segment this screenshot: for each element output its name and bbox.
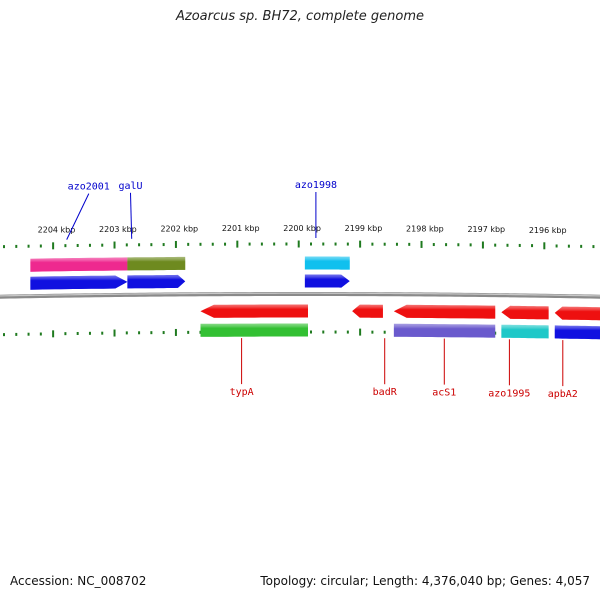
gene-label: typA	[230, 387, 254, 398]
gene-feature-fill-lower-blue-apbA2	[554, 325, 600, 340]
gene-label: galU	[118, 181, 142, 192]
gene-feature-fill-lower-red-badR	[352, 304, 383, 318]
scale-label: 2201 kbp	[222, 224, 260, 233]
gene-label: apbA2	[548, 389, 578, 400]
scale-label: 2198 kbp	[406, 225, 444, 234]
scale-label: 2197 kbp	[467, 225, 505, 234]
gene-feature-fill-upper-olive	[127, 256, 186, 271]
gene-feature-fill-lower-red-typA	[200, 304, 308, 318]
gene-features	[30, 256, 600, 340]
gene-feature-fill-lower-red-acS1	[393, 304, 496, 319]
gene-leader-line	[130, 192, 133, 239]
gene-feature-fill-upper-blue-azo1998	[304, 274, 350, 288]
accession-text: Accession: NC_008702	[10, 574, 147, 588]
gene-feature-fill-upper-blue-galU	[127, 274, 186, 289]
gene-feature-fill-lower-red-azo1995	[501, 305, 549, 320]
gene-feature-fill-lower-green-typA	[200, 323, 308, 337]
gene-feature-fill-upper-cyan	[304, 256, 350, 270]
scale-label: 2196 kbp	[529, 226, 567, 235]
gene-label: azo1998	[295, 180, 337, 191]
gene-feature-fill-upper-pink	[30, 257, 128, 272]
scale-label: 2199 kbp	[345, 224, 383, 233]
scale-label: 2204 kbp	[38, 226, 76, 235]
scale-label: 2203 kbp	[99, 225, 137, 234]
gene-label: badR	[373, 387, 398, 398]
scale-label: 2200 kbp	[283, 224, 321, 233]
gene-label: azo1995	[488, 388, 530, 399]
gene-feature-fill-upper-blue-left	[30, 275, 128, 290]
gene-feature-fill-lower-purple-acS1	[393, 323, 496, 338]
genome-backbone	[0, 292, 600, 299]
gene-label: acS1	[432, 388, 456, 399]
genome-summary-text: Topology: circular; Length: 4,376,040 bp…	[260, 574, 590, 588]
scale-label: 2202 kbp	[160, 224, 198, 233]
gene-feature-fill-lower-red-apbA2	[554, 306, 600, 321]
gene-labels: azo2001 galU azo1998 typA badR acS1 azo1995 apb…	[66, 180, 578, 400]
genome-backbone-highlight	[0, 292, 600, 297]
gene-feature-fill-lower-cyan-azo1995	[501, 324, 549, 339]
gene-leader-line	[66, 193, 90, 240]
figure-title: Azoarcus sp. BH72, complete genome	[175, 9, 425, 24]
gene-label: azo2001	[68, 182, 110, 193]
scale-ticks	[3, 240, 595, 338]
